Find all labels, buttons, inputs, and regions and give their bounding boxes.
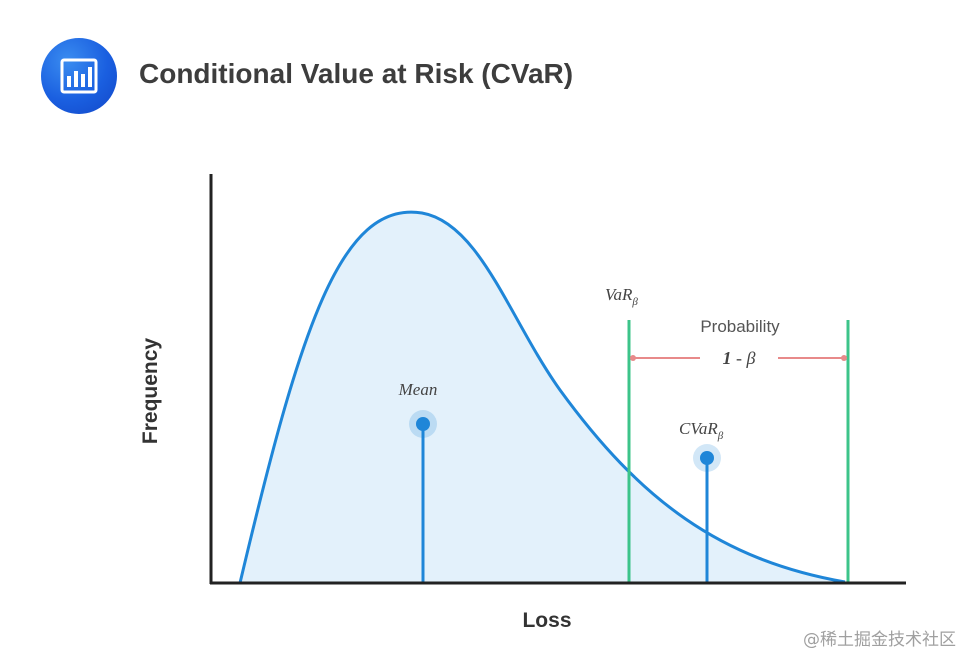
cvar-label: CVaRβ	[679, 419, 724, 442]
distribution-curve	[238, 210, 846, 584]
mean-marker	[416, 417, 430, 431]
var-label: VaRβ	[605, 285, 638, 308]
probability-label: Probability	[700, 317, 780, 336]
watermark: @稀土掘金技术社区	[803, 630, 956, 650]
probability-arrow-left-end	[630, 355, 636, 361]
probability-value: 1 - β	[723, 348, 756, 368]
probability-arrow-right-end	[841, 355, 847, 361]
page-title: Conditional Value at Risk (CVaR)	[139, 58, 574, 89]
y-axis-label: Frequency	[139, 338, 162, 445]
distribution-area	[240, 212, 845, 583]
bar-chart-icon	[41, 38, 117, 114]
mean-label: Mean	[398, 380, 438, 399]
cvar-marker	[700, 451, 714, 465]
x-axis-label: Loss	[522, 609, 571, 632]
